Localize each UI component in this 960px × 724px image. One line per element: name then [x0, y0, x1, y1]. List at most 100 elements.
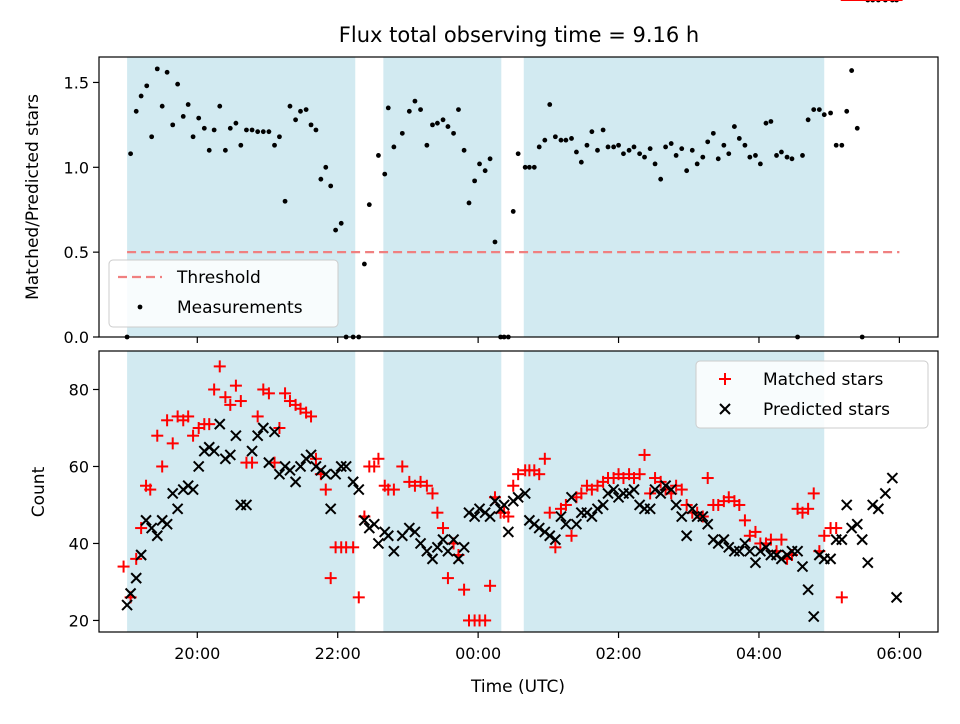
measurement-point: [361, 261, 367, 267]
predicted-star-point: [458, 541, 470, 554]
bottom-xtick-label: 00:00: [455, 644, 501, 663]
predicted-star-point: [468, 510, 481, 523]
predicted-star-point: [347, 476, 359, 488]
top-ytick-label: 0.0: [64, 328, 89, 347]
measurement-point: [482, 168, 488, 174]
measurement-point: [298, 108, 303, 114]
predicted-star-point: [305, 449, 317, 461]
measurement-point: [611, 144, 617, 150]
matched-star-point: [775, 533, 788, 546]
bottom-x-ticks: 20:00 22:00 00:00 02:00 04:00 06:00: [174, 632, 922, 663]
bottom-xtick-label: 02:00: [595, 644, 641, 663]
matched-star-point: [458, 583, 471, 596]
predicted-star-point: [728, 545, 741, 557]
measurement-point: [272, 142, 277, 148]
measurement-point: [180, 113, 186, 119]
measurement-point: [233, 120, 239, 126]
measurement-point: [531, 164, 537, 170]
matched-star-point: [484, 579, 497, 592]
measurement-point: [461, 147, 467, 153]
measurement-point: [185, 102, 191, 107]
predicted-stars-points: [121, 418, 903, 623]
measurement-point: [626, 147, 632, 153]
measurement-point: [600, 127, 606, 133]
measurement-point: [303, 107, 309, 113]
matched-star-point: [502, 510, 515, 523]
predicted-star-point: [473, 503, 486, 515]
predicted-star-point: [130, 572, 142, 584]
predicted-star-point: [702, 518, 714, 530]
measurement-point: [238, 142, 244, 148]
matched-star-point: [372, 452, 385, 465]
measurement-point: [710, 130, 716, 136]
measurement-point: [563, 137, 569, 143]
measurement-point: [552, 134, 558, 140]
measurement-point: [382, 171, 388, 177]
measurement-point: [547, 102, 553, 107]
measurement-point: [435, 120, 440, 126]
predicted-star-point: [502, 526, 515, 538]
measurement-point: [700, 154, 706, 160]
measurement-point: [217, 103, 223, 109]
matched-star-point: [512, 468, 525, 481]
measurement-point: [578, 159, 584, 165]
predicted-star-point: [591, 503, 604, 515]
predicted-star-point: [358, 514, 371, 527]
matched-star-point: [347, 541, 360, 554]
predicted-star-point: [463, 506, 475, 519]
measurement-point: [647, 146, 653, 152]
measurement-point: [487, 156, 493, 162]
predicted-star-point: [712, 537, 724, 550]
predicted-star-point: [607, 483, 620, 496]
matched-star-point: [208, 383, 221, 396]
measurement-point: [854, 125, 860, 131]
predicted-star-point: [851, 518, 863, 530]
top-legend-box: [108, 259, 339, 328]
measurement-point: [753, 153, 758, 158]
predicted-star-point: [723, 541, 735, 554]
measurement-point: [542, 137, 548, 143]
predicted-star-point: [533, 522, 545, 534]
predicted-star-point: [872, 503, 885, 515]
matched-star-point: [420, 479, 433, 492]
predicted-star-point: [368, 518, 380, 530]
bottom-legend: Matched stars Predicted stars: [695, 360, 929, 429]
predicted-star-point: [791, 545, 804, 557]
predicted-star-point: [324, 503, 337, 515]
matched-star-point: [479, 614, 492, 627]
x-axis-label: Time (UTC): [470, 677, 565, 697]
measurement-point: [328, 183, 334, 189]
top-y-axis-label: Matched/Predicted stars: [23, 94, 43, 300]
measurement-point: [652, 161, 658, 167]
predicted-star-point: [161, 518, 173, 530]
matched-star-point: [538, 452, 551, 465]
matched-star-point: [234, 395, 247, 408]
measurement-point: [277, 134, 282, 140]
predicted-star-point: [329, 468, 342, 480]
bottom-xtick-label: 04:00: [736, 644, 782, 663]
measurement-point: [466, 200, 472, 206]
measurement-point: [412, 98, 418, 104]
predicted-star-point: [121, 599, 133, 611]
predicted-star-point: [866, 499, 879, 511]
measurement-point: [679, 146, 685, 152]
measurement-point: [424, 142, 430, 148]
predicted-star-point: [670, 499, 682, 511]
predicted-star-point: [484, 510, 496, 523]
matched-star-point: [431, 506, 444, 519]
measurement-point: [287, 103, 293, 109]
legend-threshold-label: Threshold: [176, 268, 261, 288]
measurement-point: [705, 139, 711, 145]
predicted-star-point: [749, 557, 762, 569]
matched-star-point: [559, 498, 572, 511]
predicted-star-point: [555, 510, 567, 523]
predicted-star-point: [124, 587, 137, 600]
measurement-point: [642, 154, 647, 160]
predicted-star-point: [649, 483, 661, 496]
top-axes-frame: [98, 56, 939, 338]
predicted-star-point: [140, 514, 152, 527]
measurement-point: [366, 202, 372, 208]
matched-star-point: [324, 572, 337, 585]
matched-star-point: [441, 572, 454, 585]
predicted-star-point: [489, 495, 501, 507]
